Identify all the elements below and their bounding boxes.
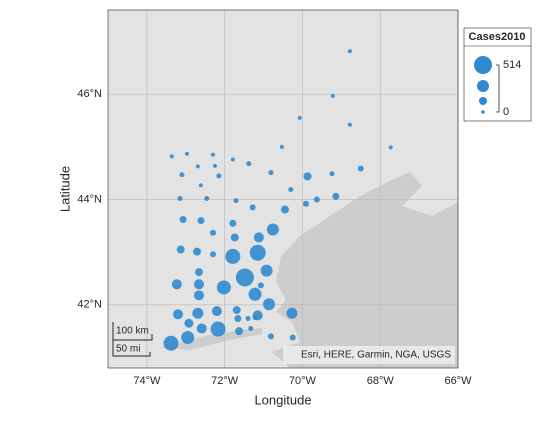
bubble [267,333,274,340]
bubble [330,93,335,98]
bubble [169,154,174,159]
bubble [225,248,241,264]
bubble [260,264,273,277]
bubble [329,171,335,177]
x-tick-label: 74°W [133,375,161,387]
bubble [230,157,235,162]
bubble [235,268,254,287]
bubble [198,183,203,188]
bubble [230,233,239,242]
bubble [195,164,200,169]
legend-bubble [481,110,485,114]
bubble [210,321,226,337]
bubble [204,195,210,201]
bubble [233,198,239,204]
bubble [176,245,185,254]
bubble [171,279,182,290]
bubble [229,219,237,227]
x-tick-label: 68°W [367,375,395,387]
bubble [211,306,222,317]
bubble [216,173,222,179]
legend-bubble [477,80,489,92]
y-tick-label: 44°N [77,193,102,205]
bubble [347,49,352,54]
bubble [357,165,364,172]
bubble [249,244,266,261]
legend-min: 0 [503,106,509,118]
bubble [263,298,275,311]
bubble [249,204,256,211]
bubble [172,309,184,320]
legend-max: 514 [503,59,521,71]
bubble [303,172,312,181]
bubble [184,318,194,328]
bubble [302,200,309,207]
bubble [248,287,262,301]
bubble [181,330,195,344]
bubble [279,144,284,149]
bubble [193,290,205,301]
bubble [266,223,279,236]
bubble [257,282,264,289]
bubble [280,205,289,214]
y-tick-label: 42°N [77,299,102,311]
bubble [289,334,296,341]
scale-bar [112,322,153,357]
bubble [196,323,207,334]
bubble [193,279,205,290]
y-tick-label: 46°N [77,88,102,100]
bubble [179,216,187,224]
bubble [235,327,244,336]
bubble [245,316,251,322]
bubble [212,163,217,168]
bubble [192,307,204,319]
bubble [332,192,340,200]
bubble [179,172,185,178]
bubble [253,232,264,243]
bubble [288,187,294,193]
bubble [193,247,202,256]
attribution: Esri, HERE, Garmin, NGA, USGS [301,350,451,361]
bubble [177,195,183,201]
x-tick-label: 66°W [444,375,472,387]
bubble [234,315,242,323]
bubble [184,151,189,156]
legend-bracket [496,64,500,113]
bubble [268,170,274,176]
bubble [248,326,254,332]
bubble [195,268,203,277]
bubble [252,314,258,320]
legend [463,27,532,122]
bubble [211,152,215,157]
legend-bubble [479,97,487,105]
bubble [246,161,252,167]
bubble [216,280,231,295]
bubble [197,217,205,225]
bubble [286,307,298,319]
bubble [388,145,393,150]
bubble [209,229,217,236]
x-axis-title: Longitude [254,392,311,407]
bubble [209,251,217,258]
map-frame [107,9,459,369]
bubble [232,306,241,315]
map-ocean [272,172,458,368]
bubble [297,115,302,120]
legend-bubble [474,56,492,74]
x-tick-label: 70°W [289,375,317,387]
y-axis-title: Latitude [57,166,72,212]
x-tick-label: 72°W [211,375,239,387]
bubble [347,122,352,127]
legend-title: Cases2010 [469,31,526,43]
bubble [313,196,320,203]
attribution-box [283,346,455,364]
bubble [163,335,179,351]
scale-label: 50 mi [116,344,140,355]
scale-label: 100 km [116,326,149,337]
